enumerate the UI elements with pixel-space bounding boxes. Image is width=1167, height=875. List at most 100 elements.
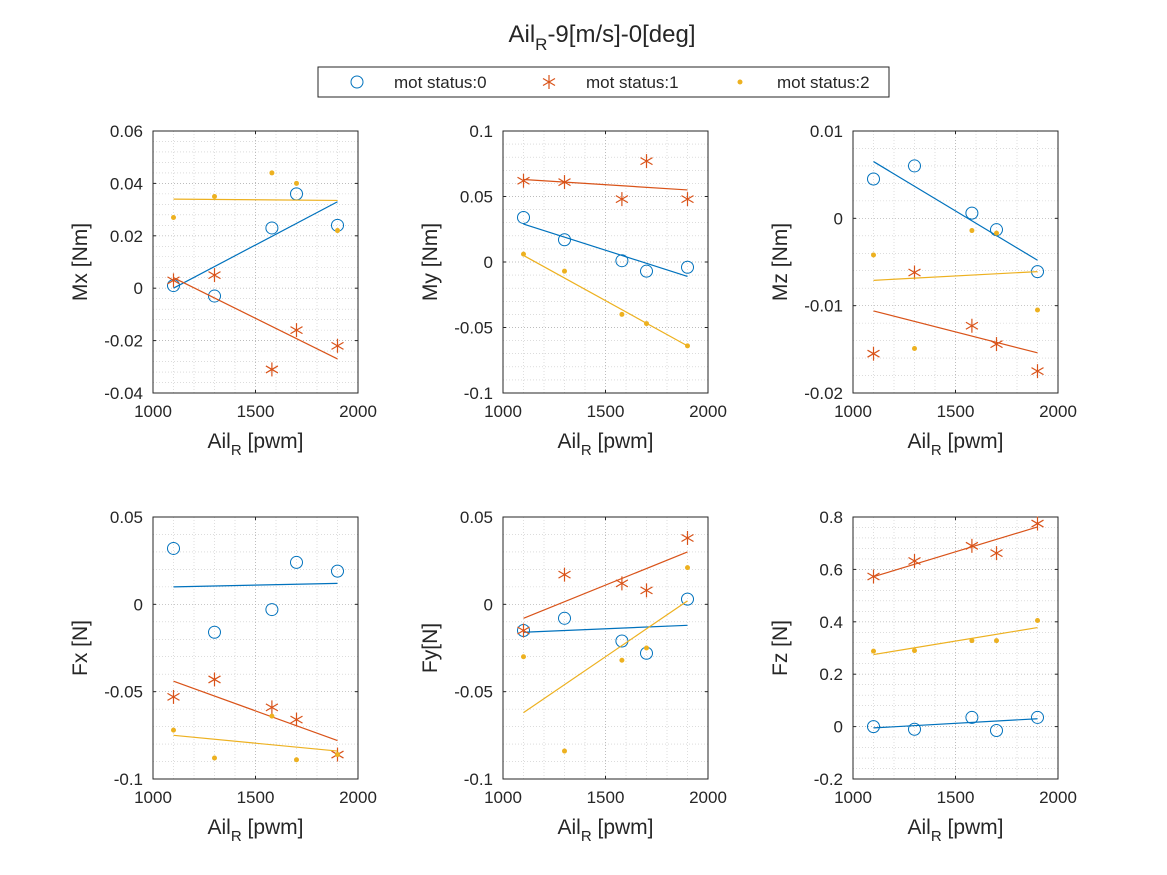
- x-axis-label-rest: [pwm]: [942, 430, 1004, 453]
- y-tick-label: -0.1: [464, 770, 493, 789]
- series-mot-status-1: [167, 268, 344, 377]
- data-point-asterisk: [290, 712, 303, 727]
- x-tick-label: 1500: [587, 402, 625, 421]
- tick-marks: [502, 130, 709, 394]
- x-tick-label: 1500: [587, 788, 625, 807]
- data-point-dot: [335, 752, 340, 758]
- fit-line: [173, 277, 338, 360]
- data-point-circle: [517, 210, 530, 224]
- y-tick-label: 0.04: [110, 174, 143, 193]
- y-tick-label: 0.6: [819, 560, 843, 579]
- data-point-asterisk: [167, 689, 180, 704]
- data-point-dot: [294, 757, 299, 763]
- data-point-circle: [167, 541, 180, 555]
- data-point-circle: [265, 221, 279, 235]
- data-point-circle: [965, 710, 979, 724]
- x-axis-label-subscript: R: [931, 442, 942, 459]
- legend-entry-mot-status-0: mot status:0: [350, 73, 487, 92]
- legend-entry-mot-status-2: mot status:2: [737, 73, 870, 92]
- data-point-asterisk: [640, 583, 653, 598]
- data-point-asterisk: [965, 318, 979, 333]
- data-point-circle: [1031, 710, 1044, 724]
- fit-line: [173, 201, 338, 289]
- data-point-dot: [994, 638, 999, 644]
- fit-line: [173, 680, 338, 742]
- x-axis-label-subscript: R: [231, 442, 242, 459]
- axes-group: 1000 1500 2000 -0.04 -0.02 0 0.02 0.04 0.06 AilR …: [69, 122, 1077, 845]
- data-point-asterisk: [908, 265, 921, 280]
- data-point-asterisk: [681, 530, 694, 545]
- x-tick-label: 1500: [937, 788, 975, 807]
- x-tick-label: 2000: [339, 788, 377, 807]
- data-point-dot: [994, 230, 999, 236]
- figure-title-rest: -9[m/s]-0[deg]: [547, 21, 695, 48]
- data-point-dot: [685, 343, 690, 349]
- x-axis-label-subscript: R: [931, 828, 942, 845]
- plot-area: [853, 517, 1058, 779]
- fit-line: [873, 161, 1038, 261]
- data-point-dot: [685, 565, 690, 571]
- data-point-asterisk: [208, 268, 221, 283]
- data-point-circle: [331, 564, 344, 578]
- data-point-circle: [558, 233, 571, 247]
- fit-line: [873, 626, 1038, 656]
- data-point-dot: [871, 648, 876, 654]
- x-tick-label: 1000: [484, 788, 522, 807]
- figure-title-main: Ail: [508, 21, 535, 48]
- data-point-dot: [1035, 617, 1040, 623]
- series-mot-status-2: [871, 617, 1040, 656]
- x-axis-label-main: Ail: [207, 816, 230, 839]
- x-tick-label: 1000: [134, 788, 172, 807]
- y-tick-label: 0: [834, 209, 843, 228]
- data-point-circle: [908, 159, 921, 173]
- x-tick-label: 2000: [339, 402, 377, 421]
- x-axis-label: AilR [pwm]: [557, 816, 653, 845]
- x-axis-label-subscript: R: [581, 442, 592, 459]
- fit-line: [873, 310, 1038, 354]
- fit-line: [523, 254, 688, 347]
- series-mot-status-2: [171, 170, 340, 234]
- subplot-fy: 1000 1500 2000 -0.1 -0.05 0 0.05 AilR [pwm] Fy[N…: [419, 508, 727, 845]
- legend-marker-circle: [350, 75, 364, 89]
- y-axis-label: Fz [N]: [769, 620, 792, 676]
- x-axis-label: AilR [pwm]: [907, 816, 1003, 845]
- data-point-circle: [640, 264, 653, 278]
- y-axis-label: Fy[N]: [419, 623, 442, 673]
- series-mot-status-0: [867, 710, 1044, 738]
- data-point-dot: [1035, 307, 1040, 313]
- y-tick-label: 0.02: [110, 227, 143, 246]
- tick-marks: [152, 130, 359, 394]
- data-point-asterisk: [615, 192, 629, 207]
- data-point-dot: [171, 727, 176, 733]
- subplot-my: 1000 1500 2000 -0.1 -0.05 0 0.05 0.1 AilR [pwm] M…: [419, 122, 727, 459]
- subplot-mx: 1000 1500 2000 -0.04 -0.02 0 0.02 0.04 0.06 AilR …: [69, 122, 377, 459]
- x-axis-label-rest: [pwm]: [242, 816, 304, 839]
- y-tick-label: 0.2: [819, 665, 843, 684]
- subplot-fz: 1000 1500 2000 -0.2 0 0.2 0.4 0.6 0.8 AilR [pwm] F…: [769, 508, 1077, 845]
- series-mot-status-2: [521, 251, 690, 349]
- y-tick-label: -0.05: [104, 683, 143, 702]
- y-tick-label: 0: [134, 595, 143, 614]
- data-point-asterisk: [867, 346, 880, 361]
- series-mot-status-2: [871, 228, 1040, 351]
- data-point-asterisk: [265, 362, 279, 377]
- data-point-dot: [619, 311, 625, 317]
- x-axis-label-rest: [pwm]: [592, 816, 654, 839]
- y-tick-label: 0.05: [460, 508, 493, 527]
- legend-label: mot status:2: [777, 73, 870, 92]
- data-point-circle: [681, 592, 694, 606]
- y-tick-label: 0.06: [110, 122, 143, 141]
- data-point-asterisk: [331, 338, 344, 353]
- x-tick-label: 2000: [1039, 788, 1077, 807]
- x-axis-label-main: Ail: [557, 430, 580, 453]
- x-axis-label-subscript: R: [581, 828, 592, 845]
- data-point-asterisk: [558, 567, 571, 582]
- fit-line: [523, 223, 688, 277]
- y-tick-label: 0: [134, 279, 143, 298]
- legend-marker-asterisk: [542, 75, 556, 89]
- data-point-asterisk: [1031, 364, 1044, 379]
- y-tick-label: -0.2: [814, 770, 843, 789]
- x-axis-label-subscript: R: [231, 828, 242, 845]
- series-mot-status-1: [167, 672, 344, 762]
- y-tick-label: 0.4: [819, 613, 843, 632]
